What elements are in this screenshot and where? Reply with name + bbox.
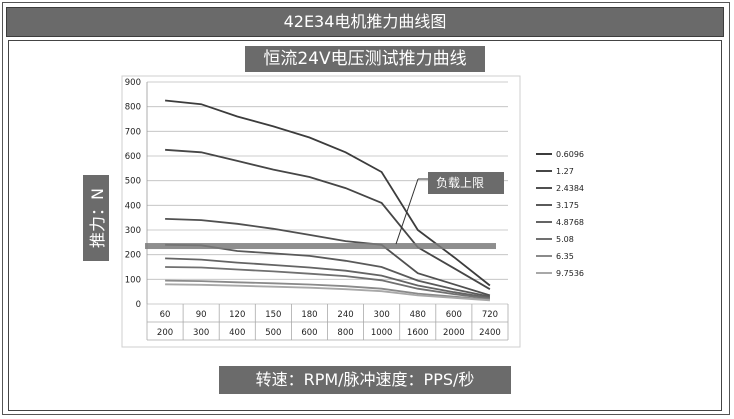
y-tick-label: 0 <box>136 300 141 310</box>
legend-label: 4.8768 <box>556 218 584 227</box>
legend-label: 3.175 <box>556 201 579 210</box>
chart-title: 恒流24V电压测试推力曲线 <box>245 46 485 72</box>
x-tick-label-secondary: 500 <box>265 328 281 338</box>
x-tick-label: 180 <box>301 310 317 320</box>
legend-label: 2.4384 <box>556 184 584 193</box>
x-tick-label: 90 <box>196 310 207 320</box>
x-tick-label-secondary: 800 <box>337 328 353 338</box>
limit-pointer <box>395 178 419 245</box>
x-tick-label: 60 <box>160 310 171 320</box>
x-axis-label: 转速：RPM/脉冲速度：PPS/秒 <box>219 366 511 394</box>
x-tick-label-secondary: 400 <box>229 328 245 338</box>
x-tick-label: 150 <box>265 310 281 320</box>
x-tick-label-secondary: 1600 <box>407 328 429 338</box>
y-tick-label: 900 <box>125 78 141 88</box>
series-line-9.7536 <box>165 283 490 302</box>
legend-label: 1.27 <box>556 167 574 176</box>
limit-line <box>145 243 496 250</box>
legend-label: 0.6096 <box>556 150 584 159</box>
series-line-6.35 <box>165 279 490 301</box>
chart-panel <box>8 40 722 411</box>
x-tick-label-secondary: 2400 <box>479 328 501 338</box>
page-title: 42E34电机推力曲线图 <box>6 7 724 37</box>
chart-area-border <box>121 75 521 348</box>
y-tick-label: 800 <box>125 103 141 113</box>
x-tick-label: 480 <box>410 310 426 320</box>
x-tick-label: 120 <box>229 310 245 320</box>
x-tick-label-secondary: 1000 <box>371 328 393 338</box>
y-tick-label: 400 <box>125 201 141 211</box>
limit-label-box <box>428 172 504 194</box>
series-line-2.4384 <box>165 218 491 297</box>
x-tick-label: 300 <box>374 310 390 320</box>
y-tick-label: 200 <box>125 251 141 261</box>
legend-label: 6.35 <box>556 252 574 261</box>
x-tick-label: 240 <box>337 310 353 320</box>
x-tick-label: 600 <box>446 310 462 320</box>
limit-label: 负载上限 <box>436 176 484 190</box>
legend-label: 5.08 <box>556 235 574 244</box>
series-line-4.8768 <box>165 257 491 299</box>
y-tick-label: 700 <box>125 127 141 137</box>
x-tick-label-secondary: 2000 <box>443 328 465 338</box>
x-tick-label-secondary: 200 <box>157 328 173 338</box>
series-line-5.08 <box>165 266 491 300</box>
legend-label: 9.7536 <box>556 269 584 278</box>
y-tick-label: 500 <box>125 177 141 187</box>
x-tick-label: 720 <box>482 310 498 320</box>
y-tick-label: 100 <box>125 275 141 285</box>
series-line-1.27 <box>165 148 491 290</box>
y-tick-label: 300 <box>125 226 141 236</box>
x-tick-label-secondary: 600 <box>301 328 317 338</box>
y-axis-label-box <box>83 175 109 261</box>
x-tick-label-secondary: 300 <box>193 328 209 338</box>
y-tick-label: 600 <box>125 152 141 162</box>
